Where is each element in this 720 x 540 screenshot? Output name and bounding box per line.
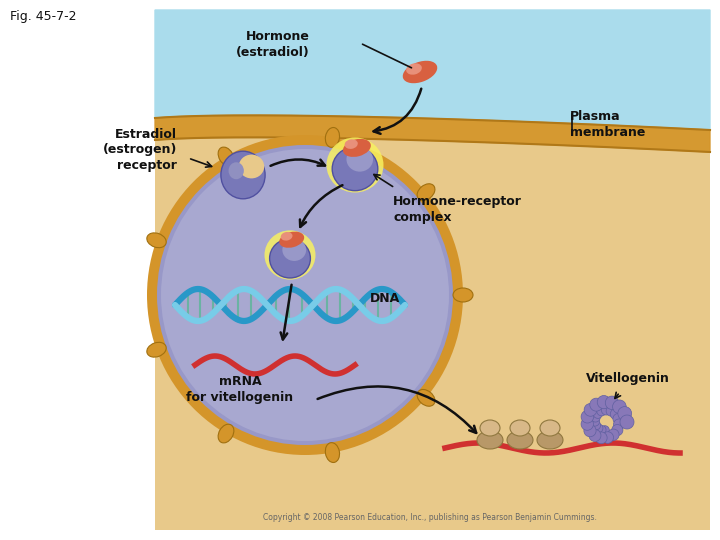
- Ellipse shape: [612, 424, 623, 436]
- Ellipse shape: [417, 184, 435, 200]
- Text: Hormone-receptor
complex: Hormone-receptor complex: [393, 195, 522, 224]
- Ellipse shape: [161, 149, 449, 441]
- Ellipse shape: [147, 233, 166, 248]
- Ellipse shape: [537, 431, 563, 449]
- Ellipse shape: [593, 409, 603, 419]
- Ellipse shape: [507, 431, 533, 449]
- Ellipse shape: [417, 389, 435, 406]
- Ellipse shape: [601, 405, 611, 415]
- Ellipse shape: [282, 239, 306, 261]
- Text: Estradiol
(estrogen)
receptor: Estradiol (estrogen) receptor: [103, 127, 177, 172]
- Ellipse shape: [228, 162, 244, 179]
- Ellipse shape: [597, 426, 606, 434]
- Ellipse shape: [147, 342, 166, 357]
- Bar: [155, 10, 710, 530]
- Ellipse shape: [540, 420, 560, 436]
- Ellipse shape: [584, 424, 596, 437]
- Ellipse shape: [332, 147, 378, 191]
- Text: Plasma
membrane: Plasma membrane: [570, 110, 645, 139]
- Ellipse shape: [602, 432, 613, 443]
- Ellipse shape: [590, 398, 603, 411]
- Ellipse shape: [345, 139, 358, 149]
- Ellipse shape: [606, 406, 616, 416]
- Ellipse shape: [269, 239, 310, 278]
- Ellipse shape: [620, 415, 634, 429]
- Ellipse shape: [510, 420, 530, 436]
- Ellipse shape: [147, 135, 463, 455]
- Ellipse shape: [581, 418, 593, 430]
- Ellipse shape: [221, 151, 265, 199]
- Ellipse shape: [591, 421, 600, 430]
- Ellipse shape: [281, 232, 292, 241]
- Ellipse shape: [606, 396, 618, 409]
- Ellipse shape: [595, 432, 607, 444]
- Ellipse shape: [608, 429, 619, 441]
- Polygon shape: [155, 10, 710, 130]
- Ellipse shape: [477, 431, 503, 449]
- Ellipse shape: [157, 145, 453, 445]
- Ellipse shape: [600, 426, 609, 434]
- Ellipse shape: [597, 406, 607, 416]
- Ellipse shape: [480, 420, 500, 436]
- Ellipse shape: [613, 414, 624, 424]
- Ellipse shape: [589, 429, 601, 442]
- Text: mRNA
for vitellogenin: mRNA for vitellogenin: [186, 375, 294, 404]
- Ellipse shape: [406, 63, 422, 75]
- Ellipse shape: [346, 147, 373, 172]
- Text: Vitellogenin: Vitellogenin: [586, 372, 670, 385]
- Ellipse shape: [264, 231, 315, 280]
- Ellipse shape: [590, 413, 600, 422]
- Ellipse shape: [594, 424, 603, 433]
- Ellipse shape: [218, 424, 234, 443]
- Text: Hormone
(estradiol): Hormone (estradiol): [236, 30, 310, 59]
- Text: DNA: DNA: [370, 292, 400, 305]
- Ellipse shape: [613, 419, 624, 430]
- Ellipse shape: [325, 443, 340, 462]
- Ellipse shape: [326, 138, 384, 193]
- Ellipse shape: [279, 232, 304, 248]
- Ellipse shape: [598, 395, 611, 409]
- Ellipse shape: [581, 410, 594, 423]
- Ellipse shape: [325, 127, 340, 147]
- Ellipse shape: [613, 400, 626, 414]
- Ellipse shape: [584, 403, 597, 416]
- Ellipse shape: [590, 417, 600, 426]
- Ellipse shape: [453, 288, 473, 302]
- Polygon shape: [155, 116, 710, 152]
- Ellipse shape: [618, 407, 631, 421]
- Text: Copyright © 2008 Pearson Education, Inc., publishing as Pearson Benjamin Cumming: Copyright © 2008 Pearson Education, Inc.…: [263, 513, 597, 522]
- Ellipse shape: [402, 61, 437, 83]
- Ellipse shape: [239, 154, 264, 178]
- Ellipse shape: [218, 147, 234, 166]
- Ellipse shape: [343, 139, 371, 157]
- Ellipse shape: [611, 409, 621, 420]
- Text: Fig. 45-7-2: Fig. 45-7-2: [10, 10, 76, 23]
